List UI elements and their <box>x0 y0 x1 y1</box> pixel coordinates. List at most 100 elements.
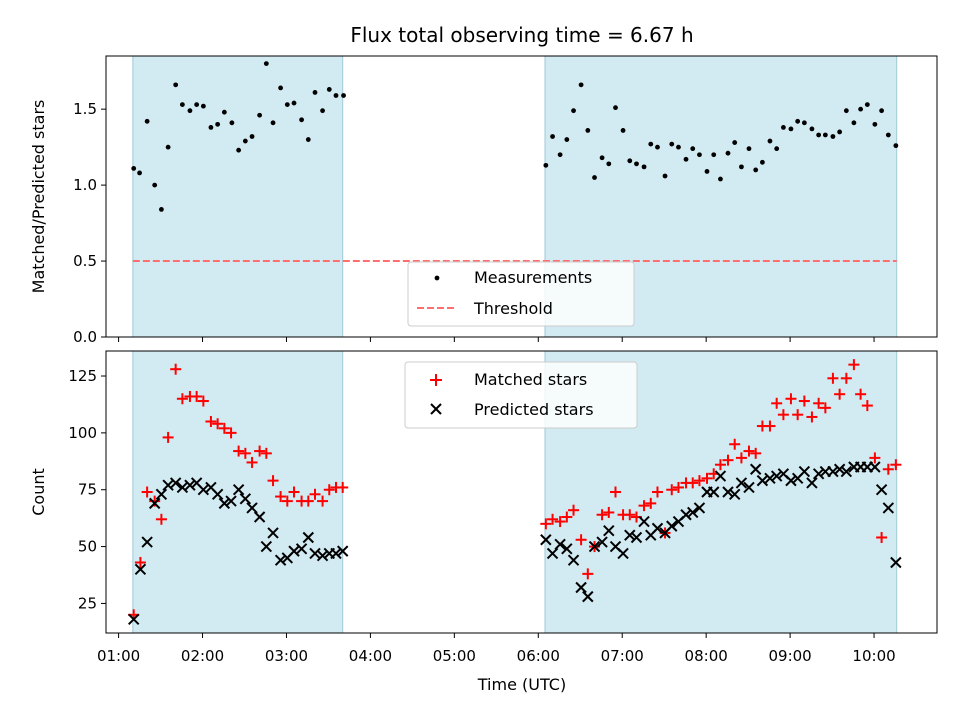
measurement-point <box>767 138 773 144</box>
ratio-plot-frame <box>105 55 938 338</box>
measurement-point <box>305 137 311 142</box>
measurement-point <box>843 108 849 114</box>
measurement-point <box>809 126 815 132</box>
y-tick-label: 1.0 <box>73 176 97 194</box>
measurement-point <box>200 103 206 109</box>
predicted-star-point <box>302 531 315 544</box>
predicted-star-point <box>337 545 349 557</box>
measurement-point <box>718 176 723 182</box>
measurement-point <box>173 82 179 88</box>
predicted-star-point <box>295 543 308 555</box>
predicted-star-point <box>630 531 643 544</box>
measurement-point <box>837 129 843 135</box>
ratio-legend: Measurements Threshold <box>407 261 635 327</box>
predicted-star-point <box>882 502 895 514</box>
x-tick-label: 07:00 <box>601 647 644 665</box>
matched-star-point <box>547 513 559 525</box>
matched-star-point <box>603 506 615 518</box>
predicted-star-point <box>833 463 846 475</box>
x-tick-label: 03:00 <box>265 647 308 665</box>
measurement-point <box>822 132 828 138</box>
measurement-point <box>137 170 142 176</box>
measurement-point <box>690 146 696 152</box>
measurement-point <box>229 120 235 126</box>
measurement-point <box>152 182 158 188</box>
y-tick-label: 0.5 <box>73 252 97 270</box>
predicted-star-point <box>869 461 881 473</box>
predicted-star-point <box>624 529 636 541</box>
predicted-star-point <box>554 538 566 551</box>
count-y-axis-label: Count <box>29 468 48 516</box>
measurement-point <box>864 102 870 108</box>
legend-threshold-label: Threshold <box>473 299 553 318</box>
predicted-star-point <box>785 474 797 487</box>
measurement-point <box>879 108 884 114</box>
predicted-star-point <box>540 534 552 546</box>
measurement-point <box>697 152 702 158</box>
measurement-point <box>676 144 681 150</box>
count-legend-box <box>404 361 638 429</box>
predicted-star-point <box>169 477 182 489</box>
predicted-star-point <box>764 472 776 485</box>
x-tick-label: 02:00 <box>181 647 224 665</box>
predicted-star-point <box>575 581 587 594</box>
predicted-star-point <box>770 470 783 482</box>
matched-star-point <box>651 486 663 498</box>
matched-star-point <box>246 456 258 468</box>
predicted-star-point <box>155 488 168 500</box>
measurement-point <box>236 147 242 153</box>
matched-star-point <box>582 568 594 580</box>
y-tick-label: 1.5 <box>73 100 97 118</box>
measurement-point <box>725 150 731 156</box>
matched-star-point <box>197 395 209 407</box>
legend-measurements-label: Measurements <box>474 268 592 287</box>
matched-star-point <box>141 486 153 498</box>
measurement-point <box>641 164 647 170</box>
ratio-legend-box <box>407 261 635 327</box>
measurement-point <box>550 134 555 139</box>
predicted-star-point <box>246 502 258 514</box>
matched-star-point <box>729 438 741 450</box>
matched-star-point <box>638 500 650 512</box>
predicted-star-point <box>827 465 839 478</box>
matched-star-point <box>666 484 678 496</box>
matched-star-point <box>254 445 266 457</box>
matched-star-point <box>155 513 167 525</box>
predicted-star-point <box>890 556 902 569</box>
legend-predicted-marker <box>430 403 442 415</box>
predicted-star-point <box>743 481 755 494</box>
predicted-star-point <box>735 477 748 489</box>
predicted-star-point <box>840 465 853 478</box>
measurement-point <box>270 120 276 126</box>
predicted-star-point <box>567 554 580 566</box>
matched-star-point <box>239 447 251 459</box>
matched-star-point <box>861 400 873 412</box>
matched-star-point <box>281 495 293 507</box>
predicted-star-point <box>260 540 273 553</box>
predicted-star-point <box>141 536 153 548</box>
measurement-point <box>194 102 200 108</box>
measurement-point <box>144 118 150 124</box>
predicted-star-point <box>722 486 734 498</box>
predicted-star-point <box>680 509 692 521</box>
matched-star-point <box>840 372 852 384</box>
measurement-point <box>299 117 304 123</box>
matched-star-point <box>575 534 587 546</box>
matched-star-point <box>882 463 894 475</box>
measurement-point <box>627 158 633 164</box>
predicted-star-point <box>148 497 161 510</box>
predicted-star-point <box>253 511 266 523</box>
matched-star-point <box>798 395 810 407</box>
matched-star-point <box>764 420 776 432</box>
measurement-point <box>606 161 612 167</box>
matched-star-point <box>771 397 783 409</box>
matched-star-point <box>225 427 237 439</box>
matched-star-point <box>540 518 552 530</box>
matched-star-point <box>275 491 287 503</box>
x-tick-label: 09:00 <box>768 647 811 665</box>
measurement-point <box>578 82 584 88</box>
measurement-point <box>179 102 185 108</box>
count-plot-frame <box>105 350 938 634</box>
predicted-star-point <box>687 506 699 519</box>
measurement-point <box>739 164 744 170</box>
